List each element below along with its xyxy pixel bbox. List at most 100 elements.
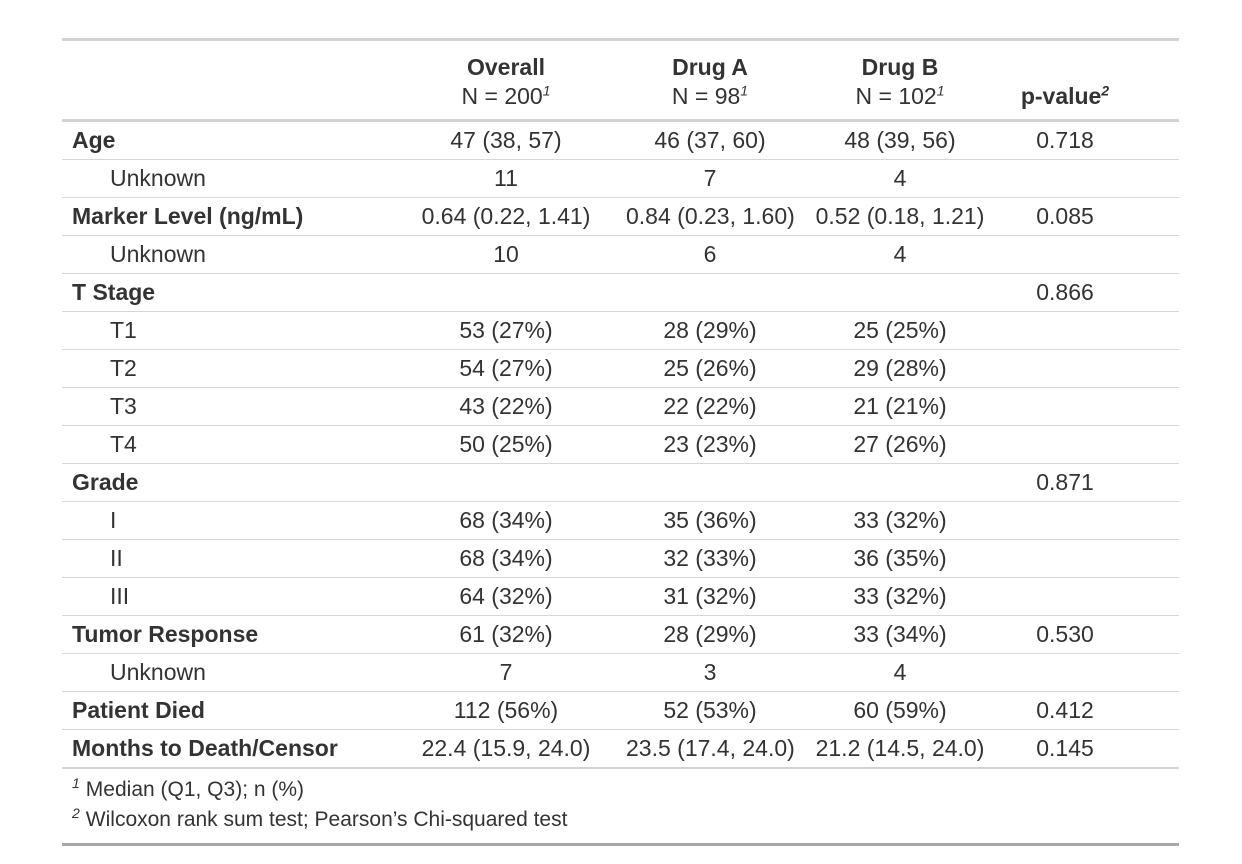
footnote-row: 1 Median (Q1, Q3); n (%) 2 Wilcoxon rank s… bbox=[62, 767, 1179, 845]
p-value-cell bbox=[1000, 425, 1179, 464]
overall-cell: 43 (22%) bbox=[392, 387, 620, 426]
drug-a-cell: 25 (26%) bbox=[620, 349, 800, 388]
table-header: Overall N = 2001 Drug A N = 981 Drug B N… bbox=[62, 39, 1179, 122]
overall-cell: 0.64 (0.22, 1.41) bbox=[392, 197, 620, 236]
drug-a-cell: 28 (29%) bbox=[620, 311, 800, 350]
drug-b-column-title: Drug B bbox=[861, 54, 939, 80]
drug-a-cell: 3 bbox=[620, 653, 800, 692]
drug-b-cell: 36 (35%) bbox=[800, 539, 1000, 578]
overall-cell: 22.4 (15.9, 24.0) bbox=[392, 729, 620, 768]
drug-a-cell: 46 (37, 60) bbox=[654, 127, 766, 153]
footnote-mark-1: 1 bbox=[72, 775, 80, 791]
row-label-cell: III bbox=[62, 577, 392, 616]
table-row: Unknown 10 6 4 bbox=[62, 235, 1179, 274]
drug-b-cell bbox=[800, 463, 1000, 502]
overall-cell: 64 (32%) bbox=[392, 577, 620, 616]
table-row: Tumor Response 61 (32%) 28 (29%) 33 (34%) 0.… bbox=[62, 615, 1179, 654]
row-label-cell: Tumor Response bbox=[62, 615, 392, 654]
row-label-cell: T3 bbox=[62, 387, 392, 426]
table-row: Age 47 (38, 57) 46 (37, 60) 48 (39, 56) 0.71… bbox=[62, 121, 1179, 160]
row-label-cell: II bbox=[62, 539, 392, 578]
row-label-cell: T1 bbox=[62, 311, 392, 350]
overall-cell: 53 (27%) bbox=[392, 311, 620, 350]
p-value-cell bbox=[1000, 235, 1179, 274]
table-row: T Stage 0.866 bbox=[62, 273, 1179, 312]
drug-b-cell: 33 (32%) bbox=[800, 501, 1000, 540]
drug-a-cell: 0.84 (0.23, 1.60) bbox=[620, 197, 800, 236]
drug-a-cell: 28 (29%) bbox=[620, 615, 800, 654]
footnote-mark-1: 1 bbox=[740, 82, 749, 99]
drug-a-cell: 52 (53%) bbox=[620, 691, 800, 730]
row-label-cell: Months to Death/Censor bbox=[62, 729, 392, 768]
overall-cell: 47 (38, 57) bbox=[450, 127, 562, 153]
row-label-cell: Marker Level (ng/mL) bbox=[62, 197, 392, 236]
overall-cell: 54 (27%) bbox=[392, 349, 620, 388]
drug-a-cell: 6 bbox=[620, 235, 800, 274]
table-row: T1 53 (27%) 28 (29%) 25 (25%) bbox=[62, 311, 1179, 350]
footnote-mark-2: 2 bbox=[72, 805, 80, 821]
overall-cell: 50 (25%) bbox=[392, 425, 620, 464]
p-value-cell bbox=[1000, 311, 1179, 350]
drug-a-cell: 35 (36%) bbox=[620, 501, 800, 540]
p-value-cell bbox=[1000, 349, 1179, 388]
p-value-cell bbox=[1000, 577, 1179, 616]
drug-b-cell: 21 (21%) bbox=[800, 387, 1000, 426]
table-row: Unknown 11 7 4 bbox=[62, 159, 1179, 198]
drug-a-column-title: Drug A bbox=[672, 54, 748, 80]
row-label-cell: Unknown bbox=[62, 653, 392, 692]
table-row: Grade 0.871 bbox=[62, 463, 1179, 502]
header-row: Overall N = 2001 Drug A N = 981 Drug B N… bbox=[62, 39, 1179, 122]
table-row: T2 54 (27%) 25 (26%) 29 (28%) bbox=[62, 349, 1179, 388]
summary-table: Overall N = 2001 Drug A N = 981 Drug B N… bbox=[62, 38, 1179, 846]
overall-column-n: N = 2001 bbox=[398, 82, 614, 111]
drug-b-column-n: N = 1021 bbox=[806, 82, 994, 111]
drug-b-cell: 27 (26%) bbox=[800, 425, 1000, 464]
overall-cell: 112 (56%) bbox=[392, 691, 620, 730]
table-row: Marker Level (ng/mL) 0.64 (0.22, 1.41) 0.8… bbox=[62, 197, 1179, 236]
column-header-p-value: p-value2 bbox=[1000, 39, 1179, 122]
p-value-cell: 0.866 bbox=[1000, 273, 1179, 312]
p-value-label: p-value bbox=[1020, 83, 1102, 109]
table-body: Age 47 (38, 57) 46 (37, 60) 48 (39, 56) 0.71… bbox=[62, 121, 1179, 768]
overall-cell: 11 bbox=[392, 159, 620, 198]
row-label-cell: Age bbox=[72, 127, 116, 153]
drug-b-cell: 60 (59%) bbox=[800, 691, 1000, 730]
drug-a-cell: 23.5 (17.4, 24.0) bbox=[620, 729, 800, 768]
table-row: I 68 (34%) 35 (36%) 33 (32%) bbox=[62, 501, 1179, 540]
p-value-cell bbox=[1000, 501, 1179, 540]
drug-b-cell: 0.52 (0.18, 1.21) bbox=[800, 197, 1000, 236]
table-row: T4 50 (25%) 23 (23%) 27 (26%) bbox=[62, 425, 1179, 464]
drug-a-n-text: N = 98 bbox=[671, 83, 741, 109]
p-value-cell: 0.530 bbox=[1000, 615, 1179, 654]
drug-a-cell bbox=[620, 463, 800, 502]
table-row: Months to Death/Censor 22.4 (15.9, 24.0) 2… bbox=[62, 729, 1179, 768]
overall-cell: 68 (34%) bbox=[392, 501, 620, 540]
overall-cell: 7 bbox=[392, 653, 620, 692]
p-value-cell: 0.085 bbox=[1000, 197, 1179, 236]
p-value-cell: 0.145 bbox=[1000, 729, 1179, 768]
footnote-1-text: Median (Q1, Q3); n (%) bbox=[85, 778, 305, 801]
footnote-2: 2 Wilcoxon rank sum test; Pearson’s Chi-s… bbox=[72, 805, 1169, 835]
drug-a-cell: 7 bbox=[620, 159, 800, 198]
drug-a-cell bbox=[620, 273, 800, 312]
p-value-cell bbox=[1000, 387, 1179, 426]
drug-b-cell: 4 bbox=[800, 159, 1000, 198]
drug-b-cell: 4 bbox=[800, 653, 1000, 692]
p-value-cell: 0.718 bbox=[1036, 127, 1094, 153]
drug-a-cell: 32 (33%) bbox=[620, 539, 800, 578]
drug-b-n-text: N = 102 bbox=[855, 83, 937, 109]
footnote-2-text: Wilcoxon rank sum test; Pearson’s Chi-sq… bbox=[85, 808, 568, 831]
p-value-cell bbox=[1000, 539, 1179, 578]
drug-b-cell bbox=[800, 273, 1000, 312]
footnote-mark-1: 1 bbox=[936, 82, 945, 99]
p-value-cell: 0.871 bbox=[1000, 463, 1179, 502]
row-label-cell: Unknown bbox=[62, 235, 392, 274]
p-value-cell bbox=[1000, 653, 1179, 692]
overall-cell bbox=[392, 463, 620, 502]
row-label-cell: T Stage bbox=[62, 273, 392, 312]
drug-b-cell: 33 (34%) bbox=[800, 615, 1000, 654]
row-label-cell: Grade bbox=[62, 463, 392, 502]
drug-b-cell: 48 (39, 56) bbox=[844, 127, 956, 153]
footnote-cell: 1 Median (Q1, Q3); n (%) 2 Wilcoxon rank s… bbox=[62, 767, 1179, 845]
drug-b-cell: 29 (28%) bbox=[800, 349, 1000, 388]
